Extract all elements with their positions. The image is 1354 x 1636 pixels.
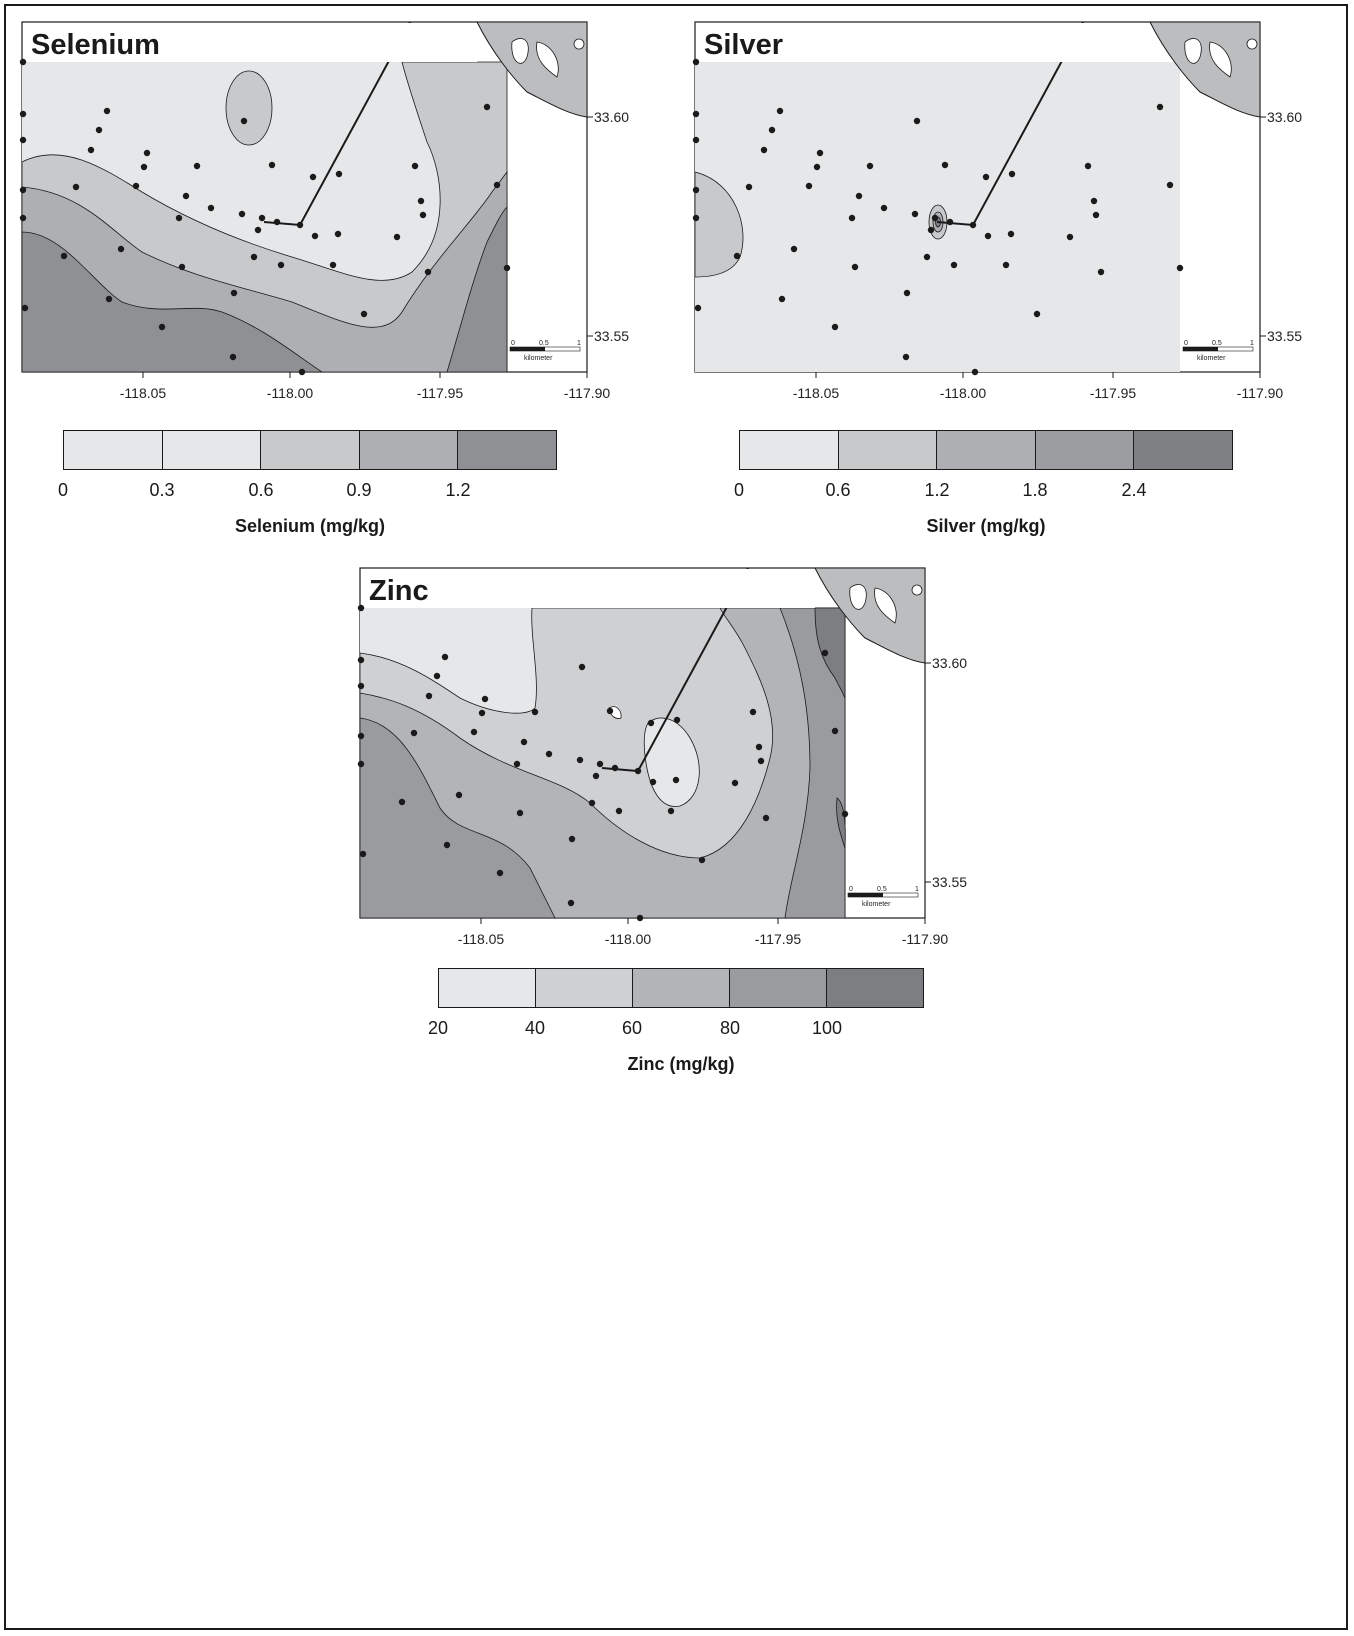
sampling-stations: [692, 58, 1184, 376]
svg-text:kilometer: kilometer: [524, 355, 553, 362]
silver-legend: 0 0.6 1.2 1.8 2.4 Silver (mg/kg): [734, 430, 1233, 550]
legend-value: 0.9: [346, 480, 372, 500]
legend-swatch: [730, 969, 827, 1007]
legend-swatch: [740, 431, 839, 469]
legend-title: Selenium (mg/kg): [234, 516, 386, 536]
y-tick-label: 33.55: [1267, 328, 1302, 344]
selenium-map-panel: Selenium 0 0.5 1 kilometer 33: [19, 21, 629, 401]
legend-value: 80: [719, 1018, 741, 1038]
legend-value: 1.2: [445, 480, 471, 500]
svg-text:kilometer: kilometer: [862, 901, 891, 908]
legend-value: 0.6: [825, 480, 851, 500]
selenium-legend: 0 0.3 0.6 0.9 1.2 Selenium (mg/kg): [58, 430, 557, 550]
legend-swatches: [438, 968, 924, 1008]
legend-swatch: [536, 969, 633, 1007]
x-tick-label: -117.90: [564, 385, 611, 401]
legend-swatch: [261, 431, 360, 469]
y-tick-label: 33.60: [932, 655, 967, 671]
legend-swatch: [64, 431, 163, 469]
legend-swatch: [633, 969, 730, 1007]
y-tick-label: 33.55: [932, 874, 967, 890]
svg-text:1: 1: [577, 340, 581, 347]
svg-text:0.5: 0.5: [539, 340, 549, 347]
sampling-stations: [19, 58, 511, 376]
x-tick-label: -118.05: [458, 931, 505, 947]
y-tick-label: 33.60: [1267, 109, 1302, 125]
svg-text:0: 0: [1184, 340, 1188, 347]
svg-text:0: 0: [511, 340, 515, 347]
legend-value: 0.3: [149, 480, 175, 500]
zinc-legend: 20 40 60 80 100 Zinc (mg/kg): [428, 968, 924, 1088]
x-tick-label: -118.00: [940, 385, 987, 401]
panel-title: Selenium: [31, 29, 160, 61]
selenium-map: Selenium 0 0.5 1 kilometer 33: [19, 21, 629, 401]
legend-swatch: [1134, 431, 1232, 469]
svg-text:1: 1: [1250, 340, 1254, 347]
legend-title: Zinc (mg/kg): [627, 1054, 735, 1074]
x-tick-label: -118.00: [267, 385, 314, 401]
x-tick-label: -118.05: [793, 385, 840, 401]
legend-value: 40: [524, 1018, 546, 1038]
legend-swatch: [838, 431, 938, 469]
scale-bar: 0 0.5 1 kilometer: [509, 340, 581, 362]
scale-bar: 0 0.5 1 kilometer: [847, 886, 919, 908]
y-tick-label: 33.55: [594, 328, 629, 344]
x-tick-label: -118.05: [120, 385, 167, 401]
x-tick-label: -117.95: [755, 931, 802, 947]
sampling-stations: [357, 604, 849, 922]
legend-value: 1.8: [1022, 480, 1048, 500]
scale-bar: 0 0.5 1 kilometer: [1182, 340, 1254, 362]
y-tick-label: 33.60: [594, 109, 629, 125]
legend-swatch: [359, 431, 459, 469]
legend-value: 0.6: [248, 480, 274, 500]
legend-swatches: [739, 430, 1233, 470]
page-frame: [4, 4, 1348, 1630]
legend-title: Silver (mg/kg): [926, 516, 1046, 536]
legend-swatch: [439, 969, 536, 1007]
svg-text:0.5: 0.5: [1212, 340, 1222, 347]
legend-value: 2.4: [1121, 480, 1147, 500]
silver-map: Silver 0 0.5 1 kilometer 33.60 33.55: [692, 21, 1302, 401]
legend-value: 60: [621, 1018, 643, 1038]
svg-text:1: 1: [915, 886, 919, 893]
legend-swatches: [63, 430, 557, 470]
panel-title: Zinc: [369, 575, 429, 607]
x-tick-label: -117.90: [1237, 385, 1284, 401]
x-tick-label: -117.95: [417, 385, 464, 401]
legend-value: 100: [811, 1018, 843, 1038]
zinc-map-panel: Zinc 0 0.5 1 kilometer 33.60 33.55: [357, 567, 967, 947]
legend-value: 1.2: [924, 480, 950, 500]
legend-value: 0: [57, 480, 69, 500]
zinc-map: Zinc 0 0.5 1 kilometer 33.60 33.55: [357, 567, 967, 947]
legend-swatch: [1035, 431, 1135, 469]
legend-swatch: [937, 431, 1036, 469]
legend-value: 20: [427, 1018, 449, 1038]
legend-swatch: [827, 969, 923, 1007]
x-tick-label: -117.95: [1090, 385, 1137, 401]
legend-swatch: [162, 431, 262, 469]
x-tick-label: -118.00: [605, 931, 652, 947]
svg-text:kilometer: kilometer: [1197, 355, 1226, 362]
legend-value: 0: [733, 480, 745, 500]
panel-title: Silver: [704, 29, 783, 61]
silver-map-panel: Silver 0 0.5 1 kilometer 33.60 33.55: [692, 21, 1302, 401]
svg-text:0: 0: [849, 886, 853, 893]
legend-swatch: [458, 431, 556, 469]
x-tick-label: -117.90: [902, 931, 949, 947]
svg-text:0.5: 0.5: [877, 886, 887, 893]
